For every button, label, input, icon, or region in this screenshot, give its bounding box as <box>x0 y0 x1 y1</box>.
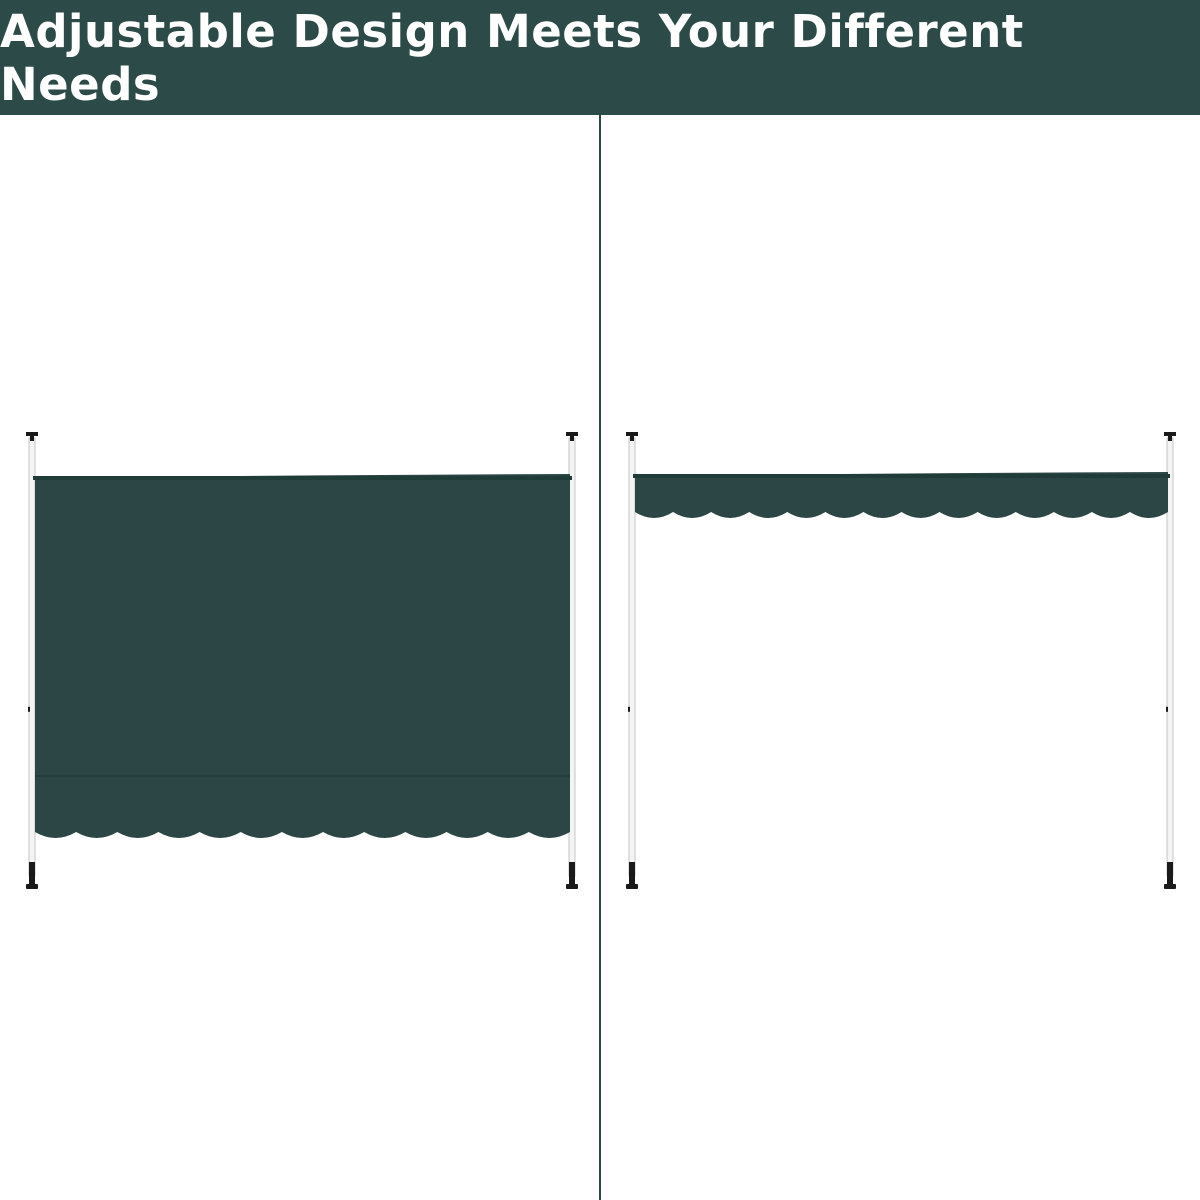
pole <box>28 437 36 877</box>
pole-top-neck <box>1168 435 1172 441</box>
awning-fabric <box>35 474 570 838</box>
awning-extended <box>26 432 578 889</box>
pole-foot <box>629 862 635 884</box>
pole-foot-base <box>626 884 638 889</box>
pole-foot-base <box>566 884 578 889</box>
pole-top-neck <box>30 435 34 441</box>
pole-clamp <box>1166 706 1168 712</box>
roller-bar <box>33 476 572 480</box>
awning-fabric <box>635 472 1168 518</box>
pole-clamp <box>28 706 30 712</box>
pole-foot <box>29 862 35 884</box>
pole-foot <box>1167 862 1173 884</box>
pole-top-cap <box>1164 432 1176 436</box>
pole-clamp <box>628 706 630 712</box>
pole-top-cap <box>626 432 638 436</box>
pole-foot <box>569 862 575 884</box>
banner-title: Adjustable Design Meets Your Different N… <box>0 4 1024 111</box>
pole-top-cap <box>26 432 38 436</box>
pole <box>628 437 636 877</box>
pole-top-neck <box>570 435 574 441</box>
pole-foot-base <box>26 884 38 889</box>
roller-bar <box>633 474 1170 478</box>
awning-retracted <box>626 432 1176 889</box>
pole-foot-base <box>1164 884 1176 889</box>
pole-top-cap <box>566 432 578 436</box>
title-banner: Adjustable Design Meets Your Different N… <box>0 0 1200 115</box>
pole-top-neck <box>630 435 634 441</box>
panel-divider <box>599 115 601 1200</box>
